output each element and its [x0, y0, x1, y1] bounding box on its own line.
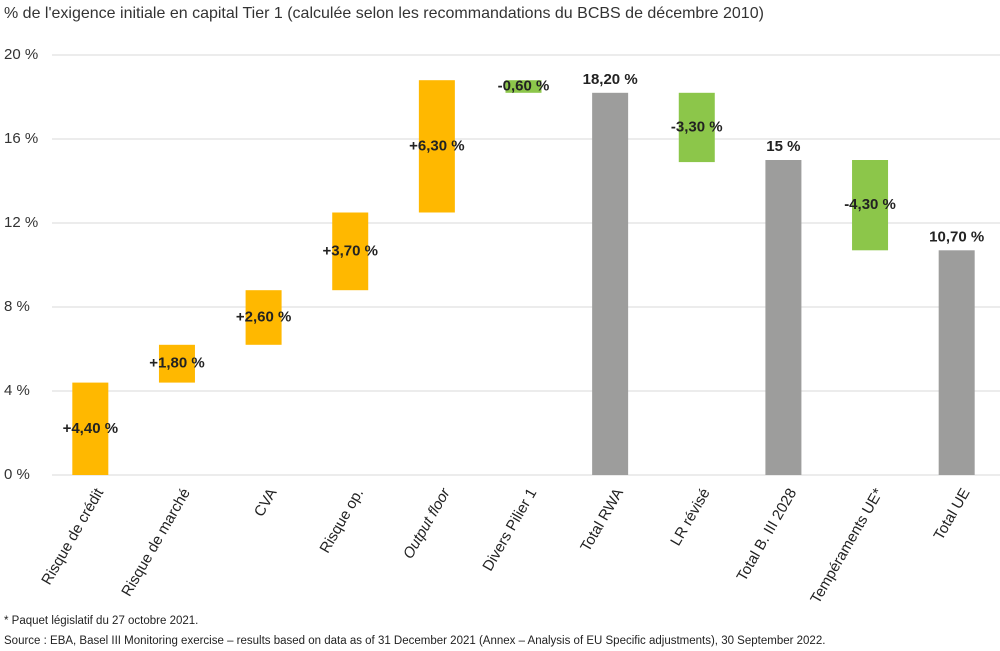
chart-title: % de l'exigence initiale en capital Tier…: [4, 5, 764, 22]
bar: [418, 80, 455, 213]
value-label: +3,70 %: [322, 242, 377, 259]
value-label: -3,30 %: [671, 118, 723, 135]
value-label: +2,60 %: [236, 308, 291, 325]
bar: [332, 212, 369, 291]
x-tick-label: CVA: [251, 485, 281, 519]
value-label: +6,30 %: [409, 137, 464, 154]
x-tick-label: Risque op.: [317, 485, 368, 556]
value-label: 15 %: [766, 138, 800, 155]
x-tick-label: Total UE: [931, 485, 974, 543]
value-label: +1,80 %: [149, 355, 204, 372]
bar: [678, 92, 715, 163]
value-label: +4,40 %: [63, 420, 118, 437]
value-label: 10,70 %: [929, 228, 984, 245]
value-label: -4,30 %: [844, 196, 896, 213]
x-tick-label: Total B. III 2028: [733, 485, 800, 584]
value-label: 18,20 %: [583, 71, 638, 88]
x-tick-label: Divers Pilier 1: [479, 485, 540, 574]
bar: [592, 92, 629, 476]
bar: [852, 160, 889, 251]
x-tick-label: LR révisé: [667, 485, 713, 548]
bar: [158, 344, 195, 383]
x-tick-label: Output floor: [400, 485, 454, 562]
bar: [938, 250, 975, 475]
bar: [765, 160, 802, 475]
y-tick-label: 12 %: [4, 214, 38, 231]
x-tick-label: Total RWA: [577, 485, 627, 554]
source: Source : EBA, Basel III Monitoring exerc…: [4, 635, 825, 647]
bar: [505, 80, 542, 93]
y-tick-label: 4 %: [4, 382, 30, 399]
footnote: * Paquet législatif du 27 octobre 2021.: [4, 615, 198, 627]
y-tick-label: 16 %: [4, 130, 38, 147]
y-tick-label: 8 %: [4, 298, 30, 315]
bar: [72, 382, 109, 475]
x-tick-label: Risque de crédit: [38, 485, 107, 588]
y-tick-label: 0 %: [4, 466, 30, 483]
x-tick-label: Tempéraments UE*: [807, 485, 887, 606]
x-tick-label: Risque de marché: [118, 485, 194, 599]
bar: [245, 290, 282, 345]
y-tick-label: 20 %: [4, 46, 38, 63]
value-label: -0,60 %: [498, 77, 550, 94]
